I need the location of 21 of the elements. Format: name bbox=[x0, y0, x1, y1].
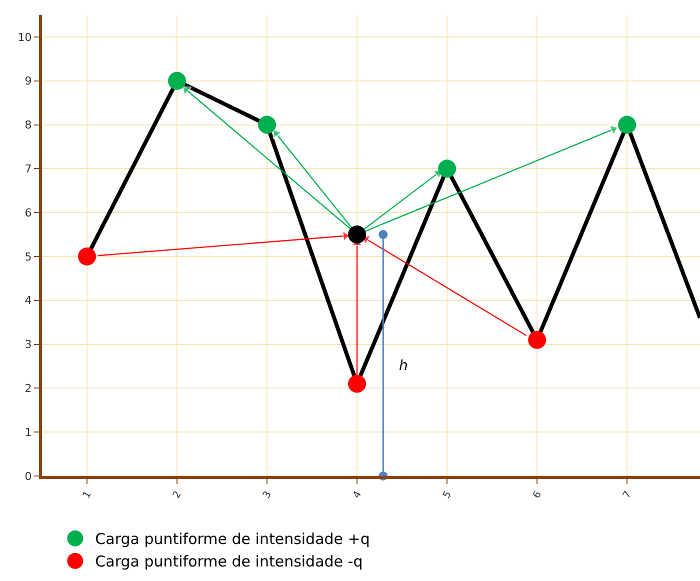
y-tick-label: 0 bbox=[24, 470, 32, 483]
y-tick-label: 3 bbox=[24, 338, 32, 352]
y-tick-label: 8 bbox=[24, 118, 32, 132]
legend-label: Carga puntiforme de intensidade -q bbox=[95, 552, 363, 571]
y-tick-label: 2 bbox=[24, 382, 32, 396]
x-tick-label: 6 bbox=[531, 490, 544, 501]
y-tick-label: 5 bbox=[24, 250, 32, 264]
annotation: h bbox=[399, 358, 408, 374]
y-tick-label: 1 bbox=[24, 426, 32, 439]
x-tick-label: 2 bbox=[171, 490, 184, 501]
y-tick-label: 9 bbox=[24, 74, 32, 88]
x-tick-label: 1 bbox=[81, 490, 94, 501]
y-tick-label: 7 bbox=[24, 162, 32, 176]
y-tick-label: 10 bbox=[18, 30, 32, 44]
y-tick-label: 4 bbox=[24, 294, 32, 308]
x-tick-label: 7 bbox=[621, 490, 634, 501]
x-tick-label: 4 bbox=[351, 490, 364, 501]
y-tick-label: 6 bbox=[24, 206, 32, 220]
x-tick-label: 5 bbox=[441, 490, 454, 501]
x-tick-label: 3 bbox=[261, 490, 274, 501]
legend-label: Carga puntiforme de intensidade +q bbox=[95, 530, 370, 548]
